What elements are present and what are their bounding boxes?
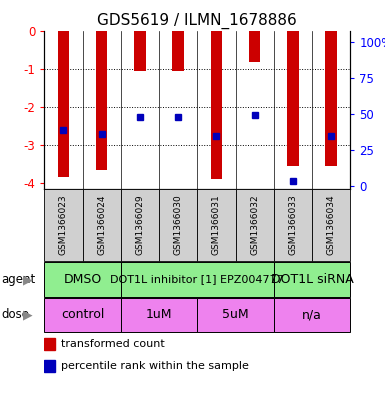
Text: dose: dose	[1, 308, 29, 321]
Bar	[274, 189, 312, 261]
Text: GSM1366024: GSM1366024	[97, 195, 106, 255]
Text: GSM1366032: GSM1366032	[250, 195, 259, 255]
Bar	[58, 31, 69, 177]
Bar	[134, 31, 146, 71]
Text: GSM1366030: GSM1366030	[174, 195, 183, 255]
Bar	[44, 189, 82, 261]
Text: ▶: ▶	[23, 273, 32, 286]
Bar	[121, 298, 198, 332]
Bar	[236, 189, 274, 261]
Bar	[249, 31, 260, 62]
Bar	[211, 31, 222, 179]
Bar	[159, 189, 198, 261]
Text: GSM1366034: GSM1366034	[327, 195, 336, 255]
Text: n/a: n/a	[302, 308, 322, 321]
Text: 1uM: 1uM	[146, 308, 172, 321]
Text: DOT1L inhibitor [1] EPZ004777: DOT1L inhibitor [1] EPZ004777	[110, 274, 284, 285]
Bar	[274, 298, 350, 332]
Text: GSM1366031: GSM1366031	[212, 195, 221, 255]
Title: GDS5619 / ILMN_1678886: GDS5619 / ILMN_1678886	[97, 13, 297, 29]
Text: control: control	[61, 308, 104, 321]
Text: GSM1366029: GSM1366029	[136, 195, 144, 255]
Bar	[121, 262, 274, 297]
Bar	[121, 189, 159, 261]
Bar	[44, 262, 121, 297]
Bar	[44, 298, 121, 332]
Text: DMSO: DMSO	[64, 273, 102, 286]
Text: DOT1L siRNA: DOT1L siRNA	[271, 273, 353, 286]
Bar	[44, 360, 55, 372]
Text: 5uM: 5uM	[222, 308, 249, 321]
Bar	[198, 189, 236, 261]
Bar	[312, 189, 350, 261]
Bar	[274, 262, 350, 297]
Bar	[44, 338, 55, 351]
Bar	[96, 31, 107, 170]
Bar	[172, 31, 184, 71]
Bar	[198, 298, 274, 332]
Text: agent: agent	[1, 273, 35, 286]
Text: transformed count: transformed count	[61, 340, 165, 349]
Text: GSM1366033: GSM1366033	[288, 195, 298, 255]
Bar	[287, 31, 299, 166]
Text: percentile rank within the sample: percentile rank within the sample	[61, 361, 249, 371]
Text: GSM1366023: GSM1366023	[59, 195, 68, 255]
Text: ▶: ▶	[23, 308, 32, 321]
Bar	[325, 31, 337, 166]
Bar	[82, 189, 121, 261]
